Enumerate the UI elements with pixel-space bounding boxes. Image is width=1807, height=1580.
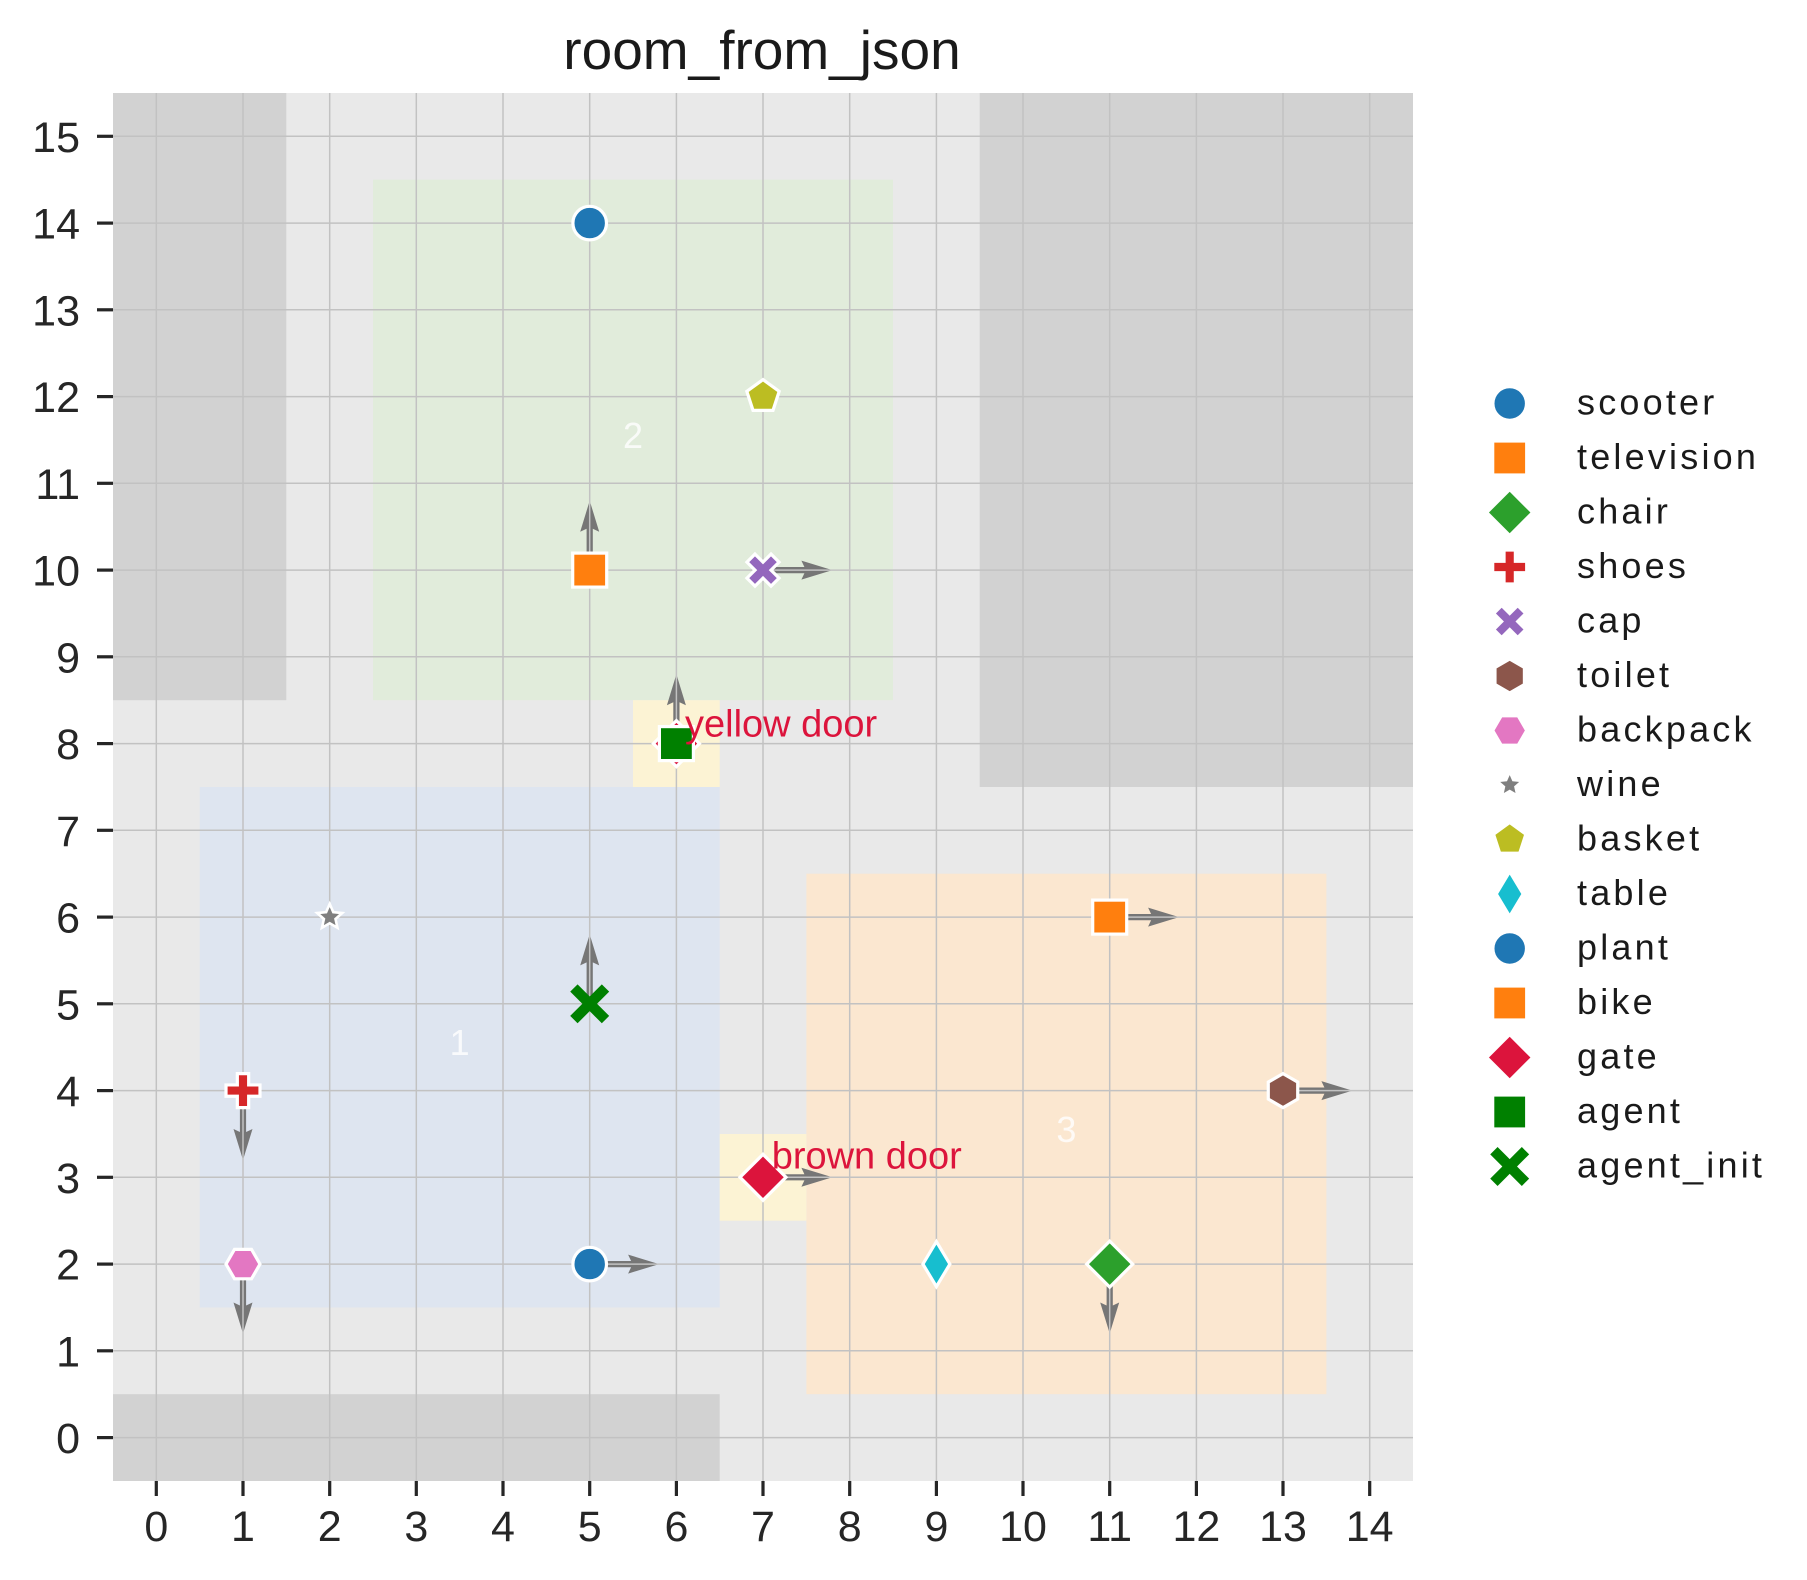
svg-text:0: 0 [56,1415,80,1463]
svg-text:agent_init: agent_init [1577,1145,1765,1186]
svg-text:scooter: scooter [1577,382,1717,423]
svg-text:3: 3 [56,1155,80,1203]
svg-text:1: 1 [56,1328,80,1376]
svg-text:13: 13 [32,287,80,335]
svg-text:4: 4 [56,1068,80,1116]
svg-text:2: 2 [623,415,643,456]
svg-text:12: 12 [32,374,80,422]
svg-text:14: 14 [32,201,80,249]
svg-text:6: 6 [664,1503,688,1551]
svg-text:plant: plant [1577,927,1671,968]
svg-text:toilet: toilet [1577,654,1672,695]
svg-text:9: 9 [924,1503,948,1551]
svg-text:5: 5 [578,1503,602,1551]
svg-text:agent: agent [1577,1090,1683,1131]
svg-text:9: 9 [56,634,80,682]
svg-text:bike: bike [1577,981,1656,1022]
svg-text:7: 7 [751,1503,775,1551]
svg-text:3: 3 [404,1503,428,1551]
svg-text:6: 6 [56,895,80,943]
svg-text:3: 3 [1056,1109,1076,1150]
svg-text:brown door: brown door [772,1136,962,1178]
svg-text:backpack: backpack [1577,709,1755,750]
svg-text:1: 1 [450,1022,470,1063]
svg-text:room_from_json: room_from_json [563,19,960,81]
svg-text:12: 12 [1172,1503,1220,1551]
svg-text:wine: wine [1576,763,1664,804]
svg-text:2: 2 [56,1242,80,1290]
svg-text:11: 11 [1087,1503,1132,1551]
svg-text:2: 2 [318,1503,342,1551]
svg-text:11: 11 [35,461,80,509]
svg-text:13: 13 [1259,1503,1307,1551]
svg-text:10: 10 [32,548,80,596]
svg-text:television: television [1577,436,1759,477]
svg-text:4: 4 [491,1503,515,1551]
svg-text:gate: gate [1577,1036,1660,1077]
svg-text:0: 0 [144,1503,168,1551]
svg-text:5: 5 [56,981,80,1029]
svg-text:15: 15 [32,114,80,162]
svg-text:1: 1 [231,1503,255,1551]
svg-text:cap: cap [1577,600,1645,641]
svg-text:yellow door: yellow door [685,704,878,746]
svg-text:14: 14 [1346,1503,1394,1551]
svg-text:8: 8 [838,1503,862,1551]
svg-text:table: table [1577,872,1671,913]
svg-text:10: 10 [999,1503,1047,1551]
svg-text:8: 8 [56,721,80,769]
svg-text:shoes: shoes [1577,545,1689,586]
svg-text:7: 7 [56,808,80,856]
svg-text:chair: chair [1577,491,1671,532]
svg-text:basket: basket [1577,818,1702,859]
